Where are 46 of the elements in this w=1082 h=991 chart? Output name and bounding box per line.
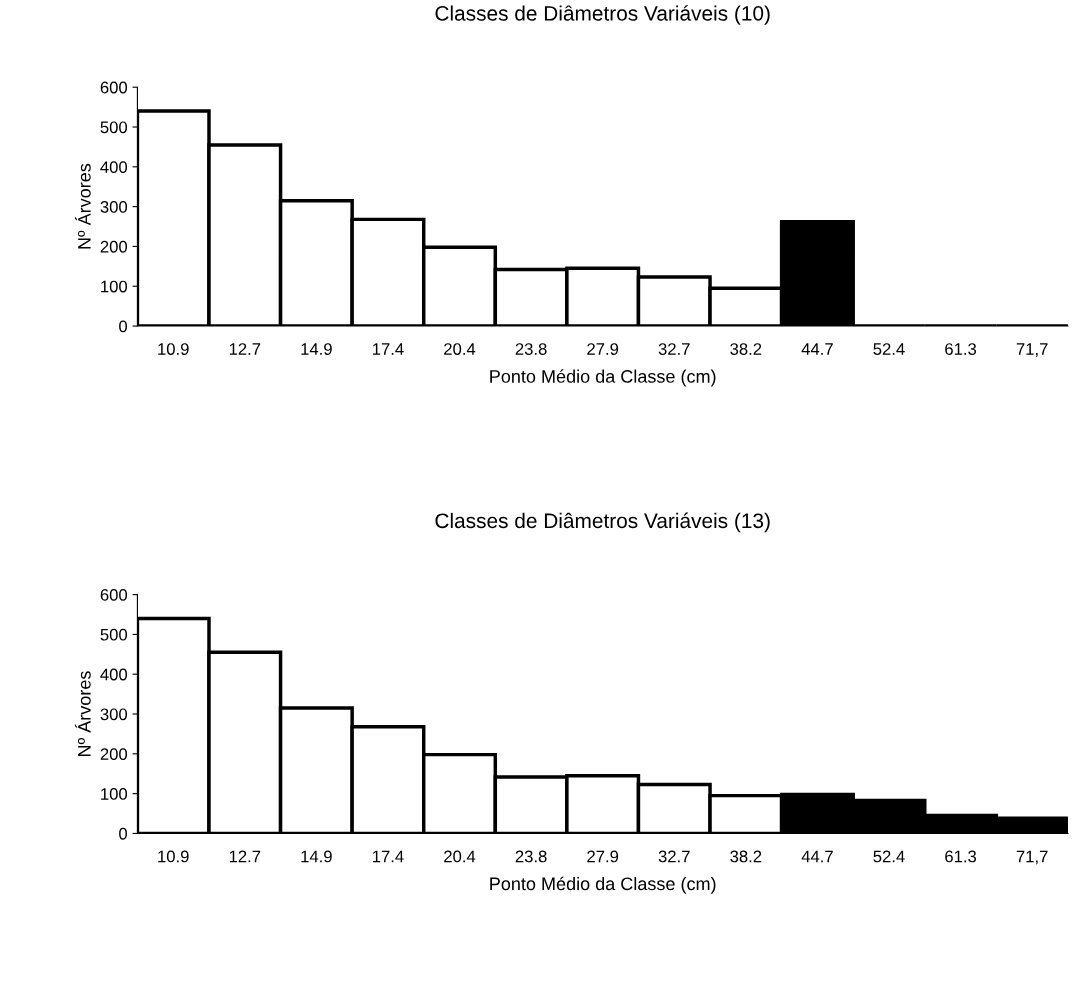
y-axis-title: Nº Árvores	[74, 163, 91, 249]
x-tick-label: 10.9	[158, 850, 189, 863]
x-tick-label: 23.8	[515, 343, 547, 355]
x-tick-label: 27.9	[587, 343, 619, 355]
y-tick-label: 500	[100, 628, 128, 641]
chart-title: Classes de Diâmetros Variáveis (13)	[435, 512, 770, 533]
x-tick-label: 14.9	[301, 343, 332, 355]
x-tick-label: 27.9	[587, 850, 619, 863]
x-tick-label: 38.2	[730, 850, 762, 863]
y-tick-label: 200	[100, 748, 128, 761]
x-tick-label: 44.7	[801, 343, 833, 355]
x-tick-label: 61.3	[945, 850, 977, 863]
x-tick-label: 44.7	[801, 850, 833, 863]
x-tick-label: 10.9	[158, 343, 189, 355]
y-axis-title: Nº Árvores	[74, 671, 91, 756]
y-tick-label: 100	[101, 280, 128, 293]
y-tick-label: 400	[100, 668, 128, 681]
x-tick-label: 52.4	[873, 850, 905, 863]
y-tick-label: 0	[119, 320, 128, 333]
y-tick-label: 0	[119, 827, 128, 840]
x-tick-label: 17.4	[372, 343, 404, 355]
x-tick-label: 12.7	[229, 850, 261, 863]
x-tick-label: 17.4	[372, 850, 404, 863]
y-tick-label: 300	[100, 708, 128, 721]
y-tick-label: 100	[101, 788, 128, 800]
x-tick-label: 71,7	[1016, 850, 1048, 865]
x-tick-label: 32.7	[658, 343, 690, 355]
x-tick-label: 12.7	[229, 343, 261, 355]
x-tick-label: 38.2	[730, 343, 762, 355]
x-tick-label: 23.8	[515, 850, 547, 863]
x-axis-title: Ponto Médio da Classe (cm)	[490, 369, 716, 387]
x-tick-label: 14.9	[301, 850, 332, 863]
x-tick-label: 32.7	[658, 850, 690, 863]
y-tick-label: 500	[100, 121, 128, 134]
x-tick-label: 52.4	[873, 343, 905, 355]
x-tick-label: 71,7	[1016, 343, 1048, 357]
chart-title: Classes de Diâmetros Variáveis (10)	[435, 5, 770, 25]
x-tick-label: 20.4	[444, 343, 476, 355]
y-tick-label: 600	[100, 81, 128, 94]
x-tick-label: 61.3	[945, 343, 977, 355]
y-tick-label: 300	[100, 201, 128, 213]
x-axis-title: Ponto Médio da Classe (cm)	[490, 876, 716, 894]
y-tick-label: 600	[100, 589, 128, 601]
y-tick-label: 200	[100, 240, 128, 253]
x-tick-label: 20.4	[444, 850, 476, 863]
y-tick-label: 400	[100, 161, 128, 174]
